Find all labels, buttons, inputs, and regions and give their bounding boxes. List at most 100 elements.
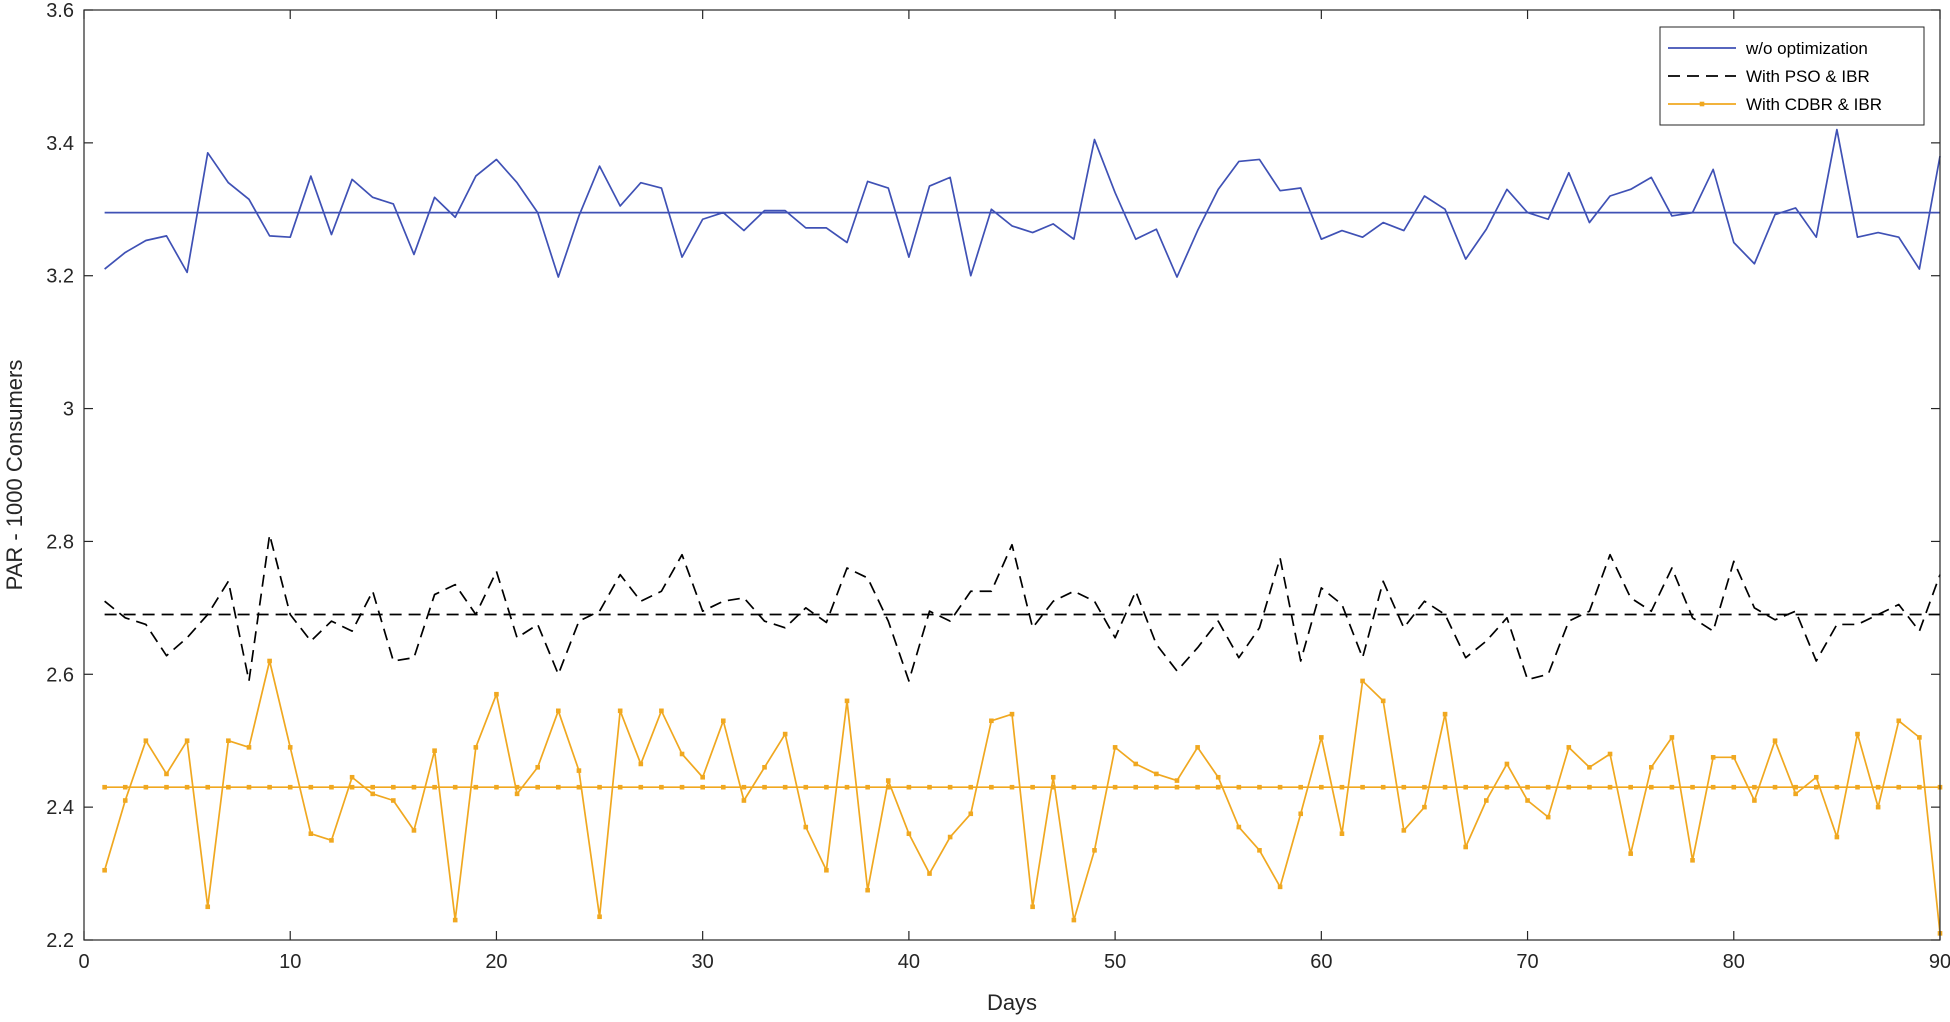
y-tick-label: 3.6 (46, 0, 74, 22)
data-point (906, 784, 912, 790)
data-point (1112, 745, 1118, 750)
data-point (267, 658, 272, 664)
data-point (906, 831, 912, 837)
data-point (370, 791, 376, 797)
data-point (1360, 678, 1365, 684)
data-point (329, 784, 334, 790)
data-point (803, 824, 809, 830)
data-point (1855, 784, 1860, 790)
data-point (1133, 761, 1139, 767)
data-point (885, 778, 891, 783)
data-point (287, 784, 293, 790)
data-point (1133, 784, 1139, 790)
data-point (1030, 784, 1035, 790)
data-point (1442, 711, 1448, 717)
data-point (1319, 784, 1324, 790)
data-point (267, 784, 272, 790)
data-point (1752, 798, 1757, 803)
data-point (1298, 784, 1304, 790)
data-point (1154, 771, 1159, 777)
data-point (1215, 784, 1221, 790)
x-tick-label: 30 (692, 951, 714, 973)
data-point (535, 764, 540, 770)
data-point (1710, 784, 1716, 790)
data-point (1793, 784, 1798, 790)
data-point (1050, 774, 1056, 780)
data-point (1174, 784, 1180, 790)
data-point (1896, 784, 1902, 790)
data-point (1215, 774, 1221, 780)
data-point (1339, 784, 1345, 790)
legend-entry: w/o optimization (1668, 39, 1868, 58)
data-point (329, 838, 334, 843)
data-point (1545, 814, 1551, 820)
data-point (1793, 791, 1798, 797)
data-point (1112, 784, 1118, 790)
data-point (1463, 844, 1468, 850)
data-point (885, 784, 891, 790)
data-point (535, 784, 540, 790)
data-point (824, 784, 829, 790)
y-tick-label: 2.8 (46, 531, 74, 553)
data-point (576, 768, 582, 773)
data-point (1813, 774, 1819, 780)
data-point (1710, 755, 1716, 760)
data-point (1566, 745, 1572, 750)
data-point (700, 774, 705, 780)
y-tick-label: 3.4 (46, 133, 74, 155)
series-line (103, 660, 1941, 934)
data-point (927, 871, 932, 876)
data-point (989, 718, 994, 724)
data-point (473, 745, 479, 750)
data-point (1690, 857, 1695, 863)
data-point (1050, 784, 1056, 790)
axes-box (83, 9, 1941, 941)
data-point (844, 698, 850, 704)
data-point (1607, 751, 1613, 757)
data-point (1669, 735, 1675, 740)
x-tick-label: 10 (279, 951, 301, 973)
data-point (370, 784, 376, 790)
data-point (184, 784, 190, 790)
data-point (1422, 784, 1427, 790)
data-point (1731, 755, 1737, 760)
data-point (1525, 798, 1530, 803)
data-point (1772, 784, 1778, 790)
data-point (659, 708, 664, 714)
y-tick-label: 3.2 (46, 266, 74, 288)
x-tick-label: 70 (1516, 951, 1538, 973)
data-point (1071, 784, 1077, 790)
data-point (1092, 848, 1097, 853)
data-point (1030, 904, 1035, 910)
data-point (1463, 784, 1468, 790)
data-point (782, 731, 788, 737)
data-point (1648, 784, 1654, 790)
data-point (1298, 811, 1304, 817)
legend-label: w/o optimization (1745, 39, 1868, 58)
legend-marker (1699, 101, 1705, 107)
data-point (556, 784, 561, 790)
data-point (1813, 784, 1819, 790)
data-point (1195, 745, 1200, 750)
data-point (741, 798, 747, 803)
data-point (659, 784, 664, 790)
data-point (122, 784, 128, 790)
data-point (164, 771, 169, 777)
legend-label: With PSO & IBR (1746, 67, 1870, 86)
x-tick-label: 80 (1723, 951, 1745, 973)
data-point (1917, 735, 1922, 740)
data-point (1628, 851, 1633, 856)
data-point (865, 887, 870, 893)
series-5 (102, 784, 1943, 790)
data-point (576, 784, 582, 790)
data-point (1380, 698, 1386, 704)
data-point (1009, 711, 1015, 717)
data-point (391, 784, 396, 790)
data-point (514, 791, 520, 797)
data-point (597, 914, 602, 920)
data-point (494, 784, 499, 790)
data-point (720, 718, 726, 724)
data-point (1071, 917, 1077, 923)
data-point (927, 784, 932, 790)
data-point (1628, 784, 1633, 790)
